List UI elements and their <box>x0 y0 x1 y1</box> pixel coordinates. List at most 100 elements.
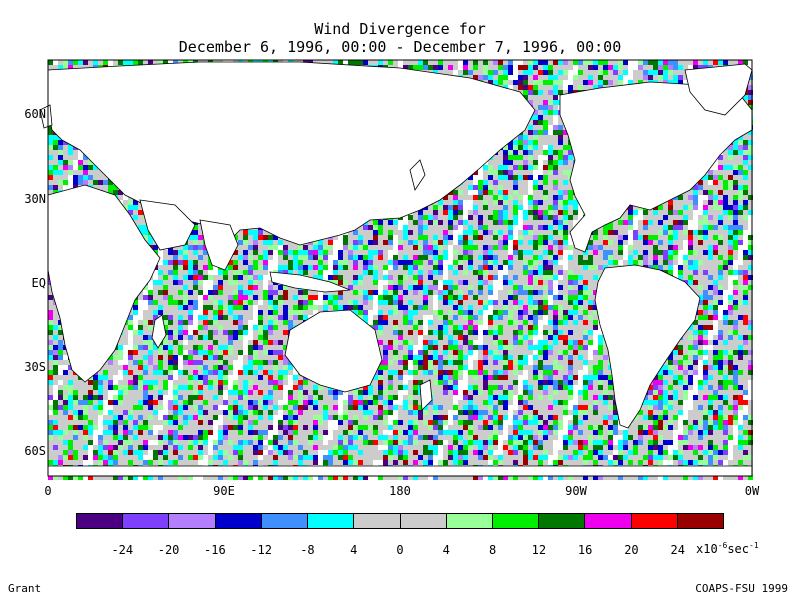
data-cell <box>453 250 458 255</box>
data-cell <box>568 155 573 160</box>
data-cell <box>743 185 748 190</box>
data-cell <box>708 250 713 255</box>
data-cell <box>88 60 93 65</box>
data-cell <box>543 160 548 165</box>
data-cell <box>703 205 708 210</box>
data-cell <box>493 75 498 80</box>
data-cell <box>103 180 108 185</box>
data-cell <box>373 220 378 225</box>
data-cell <box>663 210 668 215</box>
data-cell <box>493 245 498 250</box>
data-cell <box>58 180 63 185</box>
data-cell <box>98 170 103 175</box>
data-cell <box>413 210 418 215</box>
data-cell <box>328 245 333 250</box>
data-cell <box>563 75 568 80</box>
data-cell <box>513 145 518 150</box>
data-cell <box>498 160 503 165</box>
data-cell <box>473 70 478 75</box>
data-cell <box>743 175 748 180</box>
data-cell <box>723 205 728 210</box>
data-cell <box>498 150 503 155</box>
data-cell <box>528 215 533 220</box>
data-cell <box>493 230 498 235</box>
data-cell <box>198 245 203 250</box>
data-cell <box>348 235 353 240</box>
data-cell <box>508 140 513 145</box>
data-cell <box>718 195 723 200</box>
data-cell <box>678 75 683 80</box>
data-cell <box>648 215 653 220</box>
data-cell <box>698 65 703 70</box>
data-cell <box>558 215 563 220</box>
data-cell <box>503 210 508 215</box>
data-cell <box>718 200 723 205</box>
data-cell <box>468 180 473 185</box>
data-cell <box>668 220 673 225</box>
data-cell <box>433 70 438 75</box>
data-cell <box>718 235 723 240</box>
data-cell <box>648 70 653 75</box>
data-cell <box>563 225 568 230</box>
data-cell <box>143 235 148 240</box>
data-cell <box>533 140 538 145</box>
data-cell <box>638 245 643 250</box>
data-cell <box>573 210 578 215</box>
data-cell <box>48 135 53 140</box>
data-cell <box>438 60 443 65</box>
data-cell <box>518 185 523 190</box>
data-cell <box>338 60 343 65</box>
data-cell <box>238 240 243 245</box>
data-cell <box>478 210 483 215</box>
data-cell <box>448 215 453 220</box>
data-cell <box>408 225 413 230</box>
data-cell <box>683 75 688 80</box>
data-cell <box>78 180 83 185</box>
data-cell <box>748 140 753 145</box>
data-cell <box>538 135 543 140</box>
data-cell <box>528 165 533 170</box>
data-cell <box>478 215 483 220</box>
data-cell <box>243 240 248 245</box>
data-cell <box>238 230 243 235</box>
data-cell <box>748 190 753 195</box>
data-cell <box>293 250 298 255</box>
data-cell <box>538 185 543 190</box>
data-cell <box>738 195 743 200</box>
data-cell <box>668 210 673 215</box>
data-cell <box>503 170 508 175</box>
data-cell <box>513 150 518 155</box>
data-cell <box>63 175 68 180</box>
data-cell <box>493 70 498 75</box>
data-cell <box>638 230 643 235</box>
data-cell <box>668 225 673 230</box>
data-cell <box>663 250 668 255</box>
data-cell <box>628 80 633 85</box>
data-cell <box>483 200 488 205</box>
data-cell <box>188 250 193 255</box>
data-cell <box>493 170 498 175</box>
data-cell <box>713 220 718 225</box>
data-cell <box>493 80 498 85</box>
data-cell <box>553 240 558 245</box>
data-cell <box>133 200 138 205</box>
data-cell <box>703 190 708 195</box>
data-cell <box>693 235 698 240</box>
data-cell <box>48 155 53 160</box>
data-cell <box>588 65 593 70</box>
data-cell <box>433 225 438 230</box>
data-cell <box>588 70 593 75</box>
data-cell <box>398 240 403 245</box>
data-cell <box>623 225 628 230</box>
data-cell <box>488 180 493 185</box>
data-cell <box>383 220 388 225</box>
data-cell <box>533 130 538 135</box>
data-cell <box>488 195 493 200</box>
data-cell <box>543 215 548 220</box>
data-cell <box>138 60 143 65</box>
data-cell <box>543 205 548 210</box>
data-cell <box>173 245 178 250</box>
data-cell <box>558 205 563 210</box>
data-cell <box>313 250 318 255</box>
data-cell <box>553 140 558 145</box>
